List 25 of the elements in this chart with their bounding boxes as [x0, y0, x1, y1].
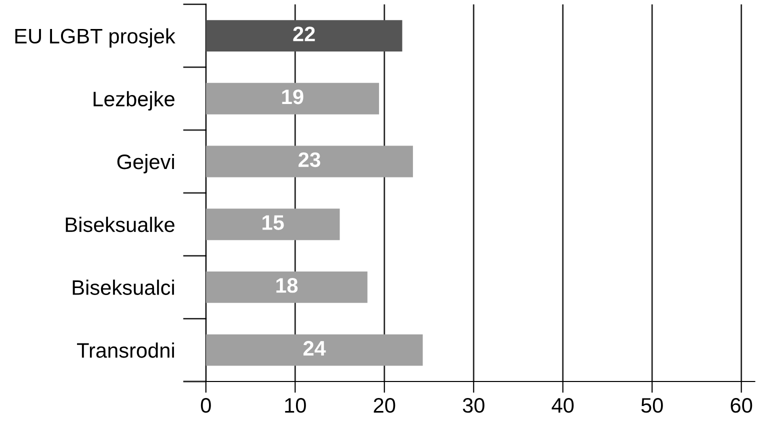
- y-tick-label: Lezbejke: [94, 91, 174, 111]
- data-label: 19: [282, 89, 304, 104]
- x-tick-label: 20: [374, 398, 396, 413]
- bar: [206, 272, 368, 303]
- x-tick-label: 0: [200, 398, 211, 413]
- x-tick-label: 60: [730, 398, 752, 413]
- data-label: 18: [276, 278, 298, 293]
- y-tick-label: Gejevi: [117, 154, 174, 174]
- x-tick-label: 10: [285, 398, 306, 413]
- x-tick-label: 40: [552, 398, 574, 413]
- y-tick-label: Biseksualke: [66, 216, 174, 232]
- y-tick-label: EU LGBT prosjek: [15, 28, 176, 48]
- bar: [206, 20, 402, 52]
- data-label: 24: [303, 340, 326, 356]
- bar: [206, 82, 380, 114]
- x-tick-label: 30: [462, 398, 484, 413]
- data-label: 22: [293, 26, 315, 42]
- x-tick-label: 50: [641, 398, 663, 413]
- data-label: 23: [298, 152, 320, 168]
- bar: [206, 208, 340, 240]
- y-tick-label: Transrodni: [77, 342, 174, 358]
- bar: [206, 334, 423, 366]
- data-label: 15: [262, 215, 284, 230]
- y-tick-label: Biseksualci: [72, 280, 174, 295]
- bar: [206, 146, 413, 178]
